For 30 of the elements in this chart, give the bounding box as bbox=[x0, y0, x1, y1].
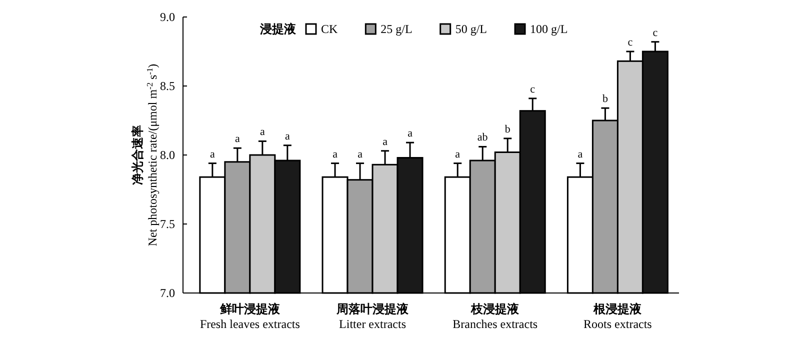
y-tick-label: 7.0 bbox=[160, 286, 175, 300]
data-label: b bbox=[504, 123, 511, 136]
y-tick-label: 9.0 bbox=[160, 10, 175, 24]
data-label: a bbox=[455, 148, 460, 160]
legend-label: 100 g/L bbox=[530, 22, 568, 36]
data-label: c bbox=[628, 36, 633, 48]
legend-title: 浸提液 bbox=[259, 22, 297, 36]
data-label: a bbox=[578, 148, 583, 160]
x-tick-label: 枝浸提液 Branches extracts bbox=[452, 302, 538, 331]
data-label: ab bbox=[477, 132, 488, 144]
data-label: c bbox=[530, 83, 536, 96]
y-tick-label: 8.5 bbox=[160, 79, 175, 93]
data-label: a bbox=[358, 148, 363, 160]
y-tick-label: 8.0 bbox=[160, 148, 175, 162]
legend-label: 50 g/L bbox=[455, 22, 488, 36]
data-label: a bbox=[382, 136, 388, 148]
x-tick-label: 周落叶浸提液 Litter extracts bbox=[336, 302, 410, 331]
x-tick-label: 鲜叶浸提液 Fresh leaves extracts bbox=[200, 302, 300, 331]
data-label: a bbox=[234, 133, 240, 146]
legend-label: CK bbox=[321, 22, 338, 36]
data-label: a bbox=[284, 130, 290, 142]
data-label: a bbox=[332, 148, 338, 160]
data-label: a bbox=[210, 148, 215, 160]
y-tick-label: 7.5 bbox=[160, 217, 175, 231]
data-label: b bbox=[602, 93, 608, 106]
x-tick-label: 根浸提液 Roots extracts bbox=[584, 302, 652, 331]
data-label: c bbox=[652, 26, 658, 39]
data-label: a bbox=[408, 128, 413, 140]
data-label: a bbox=[260, 126, 265, 138]
legend-label: 25 g/L bbox=[380, 22, 412, 36]
